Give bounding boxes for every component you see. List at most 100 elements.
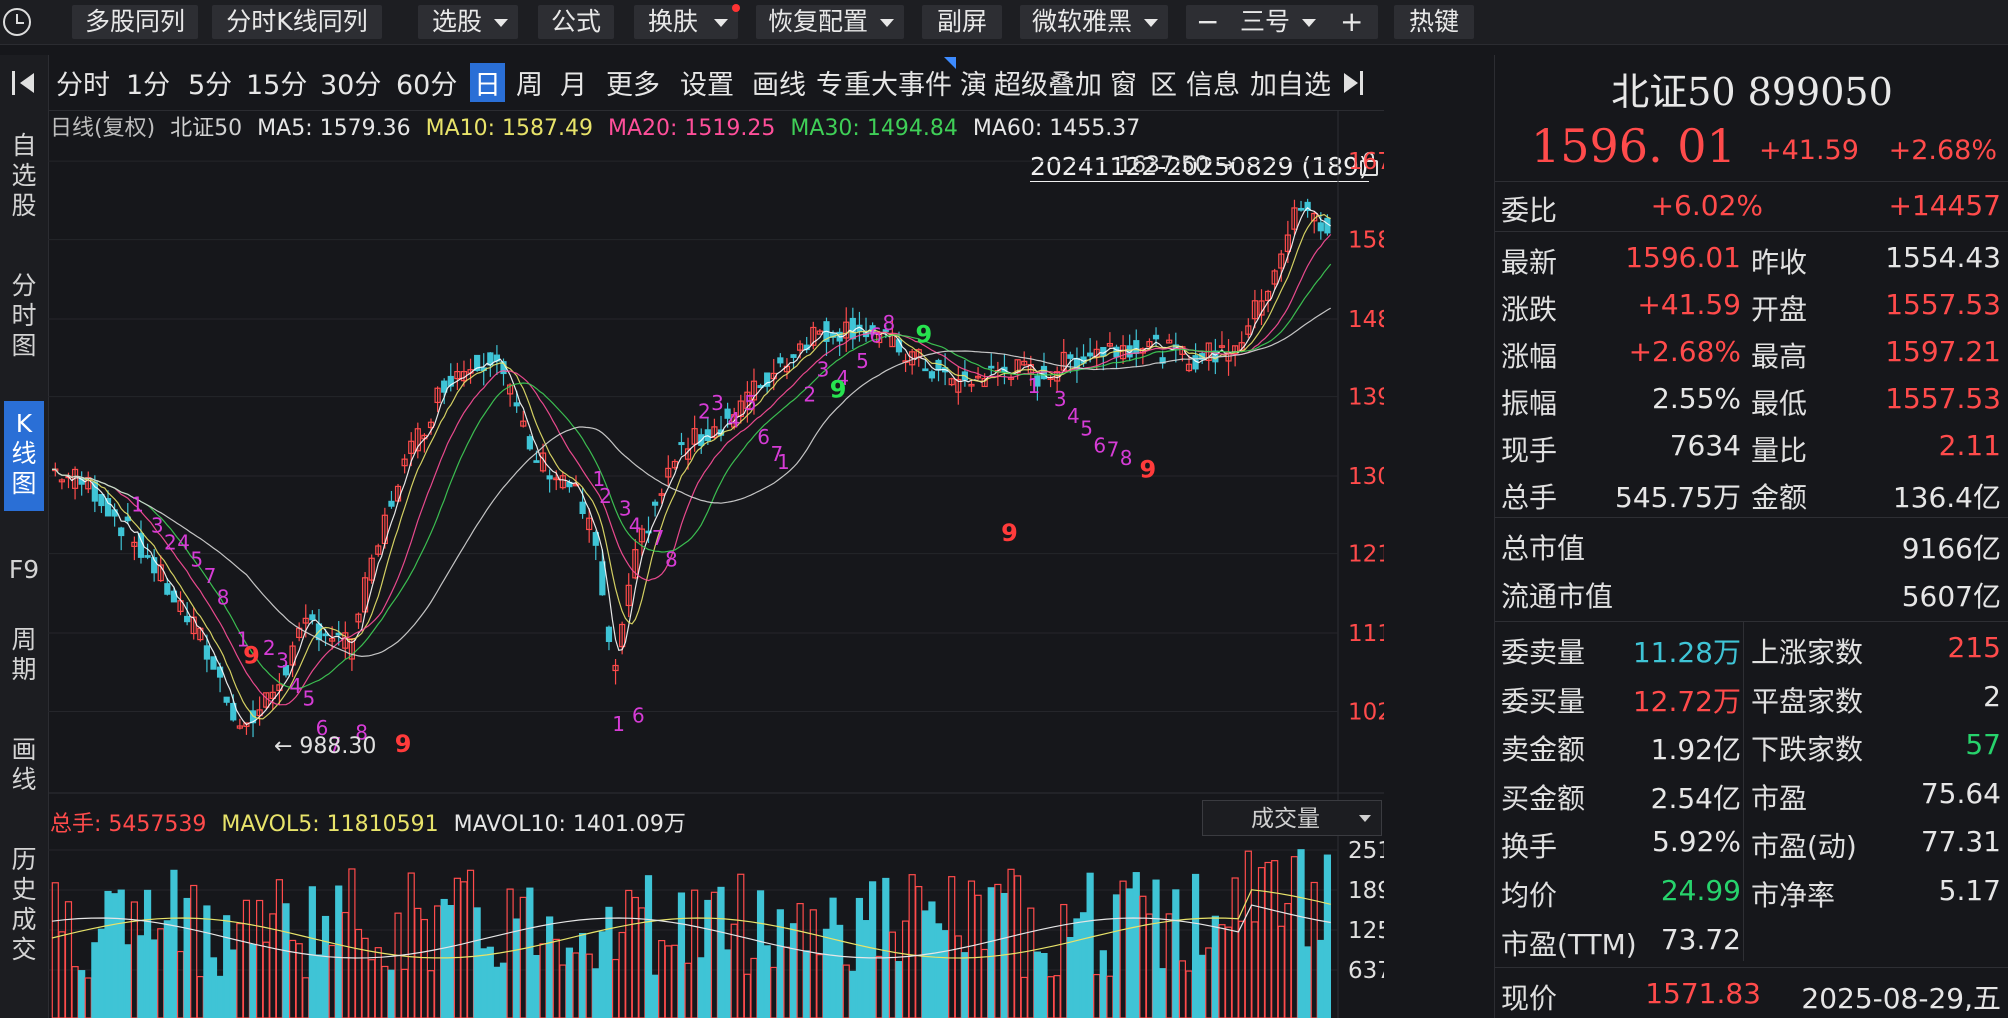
period-day[interactable]: 日 (470, 63, 505, 102)
add-watchlist-button[interactable]: 加自选 (1250, 70, 1331, 101)
candle-body (223, 696, 230, 703)
now-label: 现价 (1501, 982, 1558, 1015)
date-range-label[interactable]: 20241122-20250829 (189) (1030, 152, 1369, 182)
draw-line-button[interactable]: 画线 (752, 70, 806, 101)
now-value: 1571.83 (1645, 977, 1761, 1010)
rail-timeshare[interactable]: 分时图 (11, 271, 37, 360)
hotkey-button[interactable]: 热键 (1394, 5, 1474, 39)
restore-config-dropdown[interactable]: 恢复配置 (756, 5, 904, 39)
period-15min[interactable]: 15分 (246, 70, 308, 101)
volume-bar (921, 910, 929, 1018)
multi-stock-button[interactable]: 多股同列 (72, 5, 198, 39)
td-mark: 7 (329, 733, 342, 757)
period-30min[interactable]: 30分 (320, 70, 382, 101)
collapse-right-icon[interactable] (1340, 69, 1368, 97)
weibi-pct: +6.02% (1650, 189, 1763, 222)
candle-body (579, 501, 586, 515)
volume-bar (97, 928, 106, 1018)
rail-period[interactable]: 周期 (11, 625, 37, 684)
stock-picker-dropdown[interactable]: 选股 (418, 5, 518, 39)
rail-draw[interactable]: 画线 (11, 735, 37, 794)
special-button[interactable]: 专 (816, 70, 843, 101)
float-mcap-value: 5607亿 (1901, 580, 2001, 613)
sub-screen-button[interactable]: 副屏 (922, 5, 1002, 39)
candle-body (157, 564, 164, 582)
period-bar: 分时 1分 5分 15分 30分 60分 日 周 月 更多 设置 画线 专 重大… (48, 55, 1384, 111)
price-tick-label: 1210 (1348, 542, 1384, 568)
rail-watchlist[interactable]: 自选股 (11, 131, 37, 220)
candle-body (1251, 300, 1259, 320)
rows-label-3-b: 最低 (1751, 387, 1808, 420)
major-events-button[interactable]: 重大事件 (844, 70, 952, 101)
volume-indicator-dropdown[interactable]: 成交量 (1202, 800, 1382, 836)
volume-bar (1027, 907, 1035, 1018)
td-mark: 8 (1120, 446, 1133, 470)
super-overlay-button[interactable]: 超级叠加 (994, 70, 1102, 101)
volume-bar (1198, 954, 1206, 1018)
window-button[interactable]: 窗 (1110, 70, 1137, 101)
timeshare-kline-button[interactable]: 分时K线同列 (212, 5, 382, 39)
volume-bar (572, 952, 580, 1018)
volume-bar (78, 970, 86, 1018)
settings-button[interactable]: 设置 (680, 70, 734, 101)
period-timeshare[interactable]: 分时 (56, 70, 110, 101)
period-more[interactable]: 更多 (606, 70, 660, 101)
price-tick-label: 1396 (1348, 385, 1384, 411)
clock-icon[interactable] (3, 8, 31, 36)
interval-button[interactable]: 区 (1150, 70, 1177, 101)
formula-button[interactable]: 公式 (538, 5, 614, 39)
volume-bar (190, 884, 198, 1018)
volume-bar (763, 945, 771, 1018)
volume-bar (420, 918, 429, 1018)
volume-indicator-label: 成交量 (1251, 806, 1320, 832)
rail-kline[interactable]: K线图 (4, 401, 44, 511)
candle-body (309, 614, 316, 621)
font-size-control[interactable] (1186, 5, 1378, 39)
now-date: 2025-08-29,五 (1801, 982, 2001, 1015)
candle-body (691, 428, 698, 445)
skin-dropdown[interactable]: 换肤 (634, 5, 738, 39)
volume-bar (559, 964, 567, 1018)
td-mark: 1 (612, 712, 625, 736)
period-month[interactable]: 月 (560, 70, 587, 101)
candle-body (810, 326, 817, 346)
info-button[interactable]: 信息 (1186, 70, 1240, 101)
lock-icon[interactable] (1360, 152, 1378, 176)
candle-body (85, 476, 92, 490)
font-size-plus-button[interactable]: + (1340, 5, 1364, 38)
rows2-value-2-a: 1.92亿 (1650, 733, 1741, 766)
font-size-value[interactable]: 三号 (1240, 5, 1326, 39)
demo-button[interactable]: 演 (960, 70, 987, 101)
volume-bar (374, 947, 382, 1018)
collapse-left-icon[interactable] (10, 69, 38, 97)
ttm-value: 73.72 (1660, 923, 1741, 956)
price-tick-label: 1302 (1348, 464, 1384, 490)
volume-bar (58, 931, 66, 1018)
volume-bar (1060, 903, 1068, 1018)
candle-body (744, 391, 751, 410)
volume-bar (176, 950, 185, 1018)
kline-chart-area[interactable]: 日线(复权) 北证50 MA5: 1579.36 MA10: 1587.49 M… (48, 110, 1384, 1018)
td-mark: 5 (744, 391, 757, 415)
volume-bar (546, 916, 554, 1018)
rail-f9[interactable]: F9 (8, 555, 40, 584)
candle-body (928, 371, 936, 379)
td-mark: 6 (632, 703, 645, 727)
td-mark: 5 (1080, 416, 1093, 440)
font-size-minus-button[interactable]: − (1196, 5, 1220, 38)
ma30-line (51, 263, 1332, 689)
weibi-num: +14457 (1888, 189, 2001, 222)
period-5min[interactable]: 5分 (188, 70, 233, 101)
rail-history-trades[interactable]: 历史成交 (11, 845, 37, 964)
quote-panel: 北证50 899050 1596. 01 +41.59 +2.68% 委比 +6… (1494, 55, 2008, 1018)
candle-body (572, 483, 580, 487)
volume-legend: 总手: 5457539 MAVOL5: 11810591 MAVOL10: 14… (50, 806, 686, 838)
period-60min[interactable]: 60分 (396, 70, 458, 101)
font-dropdown[interactable]: 微软雅黑 (1020, 5, 1168, 39)
candle-body (988, 365, 995, 369)
legend-ma10: MA10: 1587.49 (425, 116, 593, 141)
period-week[interactable]: 周 (516, 70, 543, 101)
period-1min[interactable]: 1分 (126, 70, 171, 101)
td-mark: 1 (777, 450, 790, 474)
candle-body (849, 317, 856, 340)
